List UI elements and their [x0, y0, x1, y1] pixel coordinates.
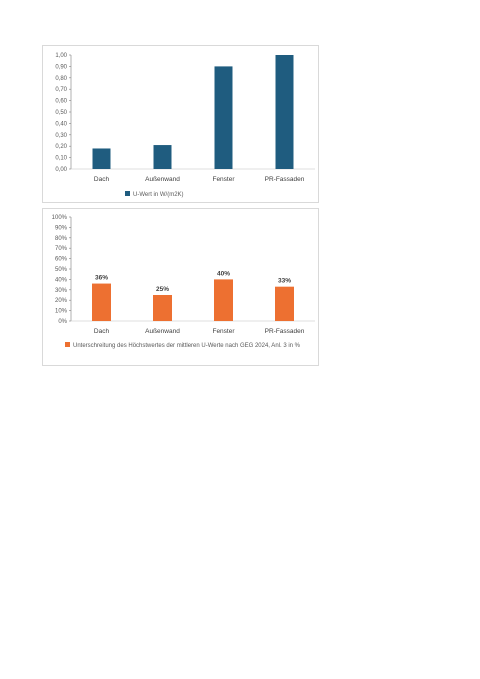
- bar: [92, 283, 111, 321]
- data-label: 40%: [217, 270, 230, 277]
- y-tick-label: 0,60: [55, 99, 67, 105]
- y-tick-label: 0,40: [55, 121, 67, 127]
- x-tick-label: Dach: [94, 176, 110, 183]
- reduction-chart: 100% 90% 80% 70% 60% 50% 40% 30% 20% 10% 0% Dach 36%…: [52, 215, 315, 335]
- y-tick-label: 0,80: [55, 76, 67, 82]
- y-tick-label: 90%: [55, 225, 68, 231]
- x-tick-label: Fenster: [212, 328, 235, 335]
- bar: [275, 55, 294, 169]
- legend-swatch: [65, 342, 70, 347]
- data-label: 36%: [95, 275, 108, 282]
- x-tick-label: Außenwand: [145, 328, 180, 335]
- x-tick-label: Dach: [94, 328, 110, 335]
- y-tick-label: 30%: [55, 288, 68, 294]
- bar: [214, 279, 233, 321]
- u-value-chart-panel: 1,00 0,90 0,80 0,70 0,60 0,50 0,40 0,30 0,20 0,10…: [42, 45, 319, 203]
- y-tick-label: 60%: [55, 257, 68, 263]
- x-tick-label: Außenwand: [145, 176, 180, 183]
- bar: [214, 66, 233, 169]
- y-tick-label: 0,10: [55, 156, 67, 162]
- bar: [275, 286, 294, 321]
- x-tick-label: Fenster: [212, 176, 235, 183]
- y-tick-label: 10%: [55, 309, 68, 315]
- y-tick-label: 20%: [55, 298, 68, 304]
- y-tick-label: 0,90: [55, 64, 67, 70]
- y-tick-label: 1,00: [55, 53, 67, 59]
- y-tick-label: 0,30: [55, 133, 67, 139]
- y-tick-label: 0,50: [55, 110, 67, 116]
- u-value-chart: 1,00 0,90 0,80 0,70 0,60 0,50 0,40 0,30 0,20 0,10…: [55, 53, 315, 183]
- x-tick-label: PR-Fassaden: [265, 328, 305, 335]
- y-tick-label: 50%: [55, 267, 68, 273]
- bar: [153, 145, 172, 169]
- reduction-chart-panel: 100% 90% 80% 70% 60% 50% 40% 30% 20% 10% 0% Dach 36%…: [42, 208, 319, 366]
- y-tick-label: 0,20: [55, 144, 67, 150]
- bar: [92, 148, 111, 169]
- y-tick-label: 0,00: [55, 167, 67, 173]
- y-tick-label: 40%: [55, 277, 68, 283]
- legend-swatch: [125, 191, 130, 196]
- y-tick-label: 100%: [52, 215, 68, 221]
- data-label: 25%: [156, 286, 169, 293]
- legend-label: Unterschreitung des Höchstwertes der mit…: [73, 343, 300, 349]
- bar: [153, 295, 172, 321]
- y-tick-label: 0,70: [55, 87, 67, 93]
- reduction-legend: Unterschreitung des Höchstwertes der mit…: [65, 342, 305, 350]
- y-tick-label: 80%: [55, 236, 68, 242]
- u-value-legend: U-Wert in W/(m2K): [125, 191, 184, 199]
- legend-label: U-Wert in W/(m2K): [133, 192, 184, 198]
- x-tick-label: PR-Fassaden: [265, 176, 305, 183]
- y-tick-label: 70%: [55, 246, 68, 252]
- y-tick-label: 0%: [58, 319, 67, 325]
- data-label: 33%: [278, 278, 291, 285]
